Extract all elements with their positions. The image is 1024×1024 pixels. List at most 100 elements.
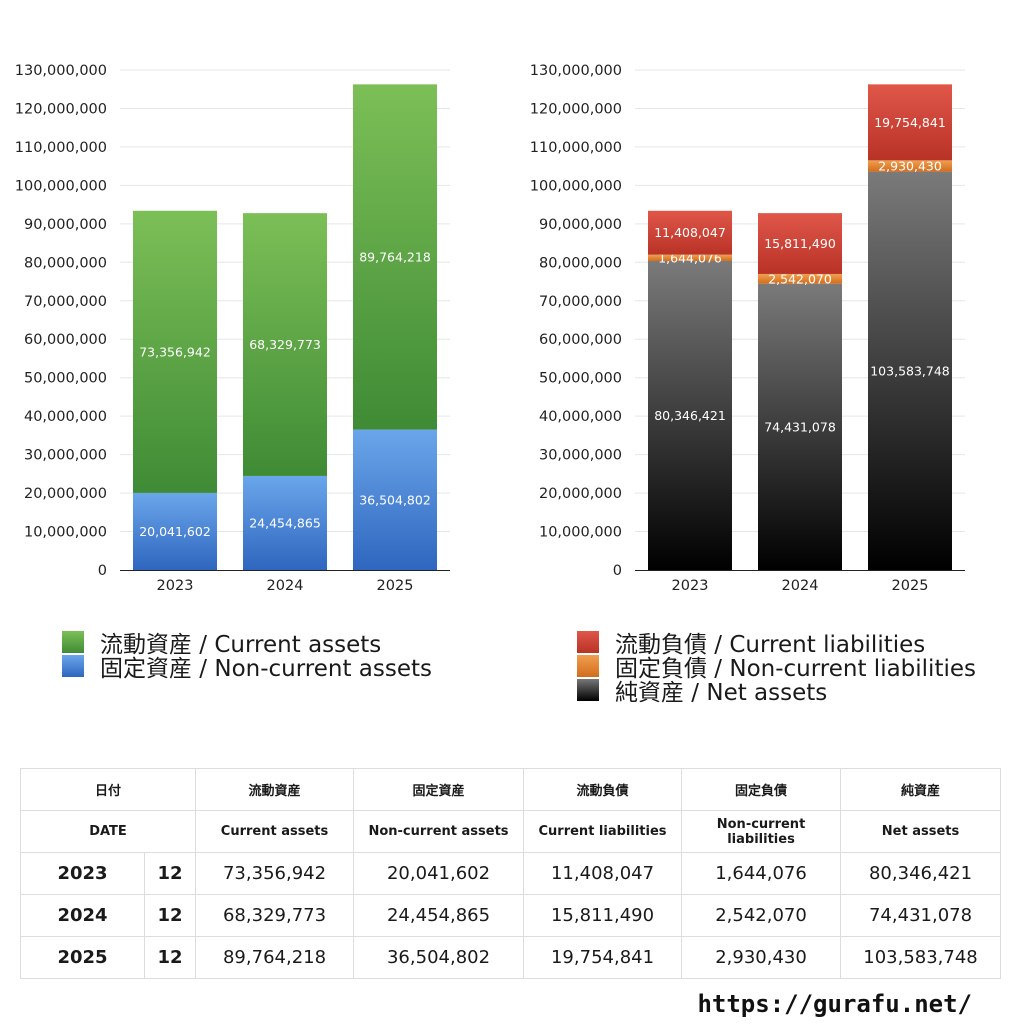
cell-current-liabilities: 19,754,841 xyxy=(523,936,683,979)
header-date-jp: 日付 xyxy=(19,768,197,811)
y-tick-label: 30,000,000 xyxy=(539,448,622,464)
legend-item-current-assets: 流動資産 / Current assets xyxy=(62,630,432,658)
y-tick-label: 20,000,000 xyxy=(539,486,622,502)
legend-item-current-liabilities: 流動負債 / Current liabilities xyxy=(577,630,976,658)
cell-non-current-liabilities: 2,930,430 xyxy=(681,936,842,979)
header-net-assets-jp: 純資産 xyxy=(840,768,1002,811)
cell-net-assets: 103,583,748 xyxy=(840,936,1002,979)
y-tick-label: 60,000,000 xyxy=(539,332,622,348)
x-tick-label: 2023 xyxy=(672,578,709,594)
legend-swatch-current-liabilities xyxy=(577,631,599,653)
right-legend: 流動負債 / Current liabilities 固定負債 / Non-cu… xyxy=(577,630,976,706)
y-tick-label: 80,000,000 xyxy=(539,255,622,271)
data-table: 日付 流動資産 固定資産 流動負債 固定負債 純資産 DATE Current … xyxy=(19,768,1002,979)
data-label: 11,408,047 xyxy=(654,225,726,240)
y-tick-label: 70,000,000 xyxy=(539,294,622,310)
header-non-current-liabilities-jp: 固定負債 xyxy=(681,768,842,811)
bar-segment xyxy=(758,213,842,274)
data-label: 2,542,070 xyxy=(768,271,832,286)
data-label: 15,811,490 xyxy=(764,236,836,251)
cell-current-assets: 73,356,942 xyxy=(195,852,355,895)
cell-current-liabilities: 11,408,047 xyxy=(523,852,683,895)
legend-item-non-current-liabilities: 固定負債 / Non-current liabilities xyxy=(577,654,976,682)
table-row: 2023 12 73,356,942 20,041,602 11,408,047… xyxy=(20,852,1002,895)
row-month: 12 xyxy=(143,852,197,895)
cell-net-assets: 80,346,421 xyxy=(840,852,1002,895)
header-current-assets-en: Current assets xyxy=(195,810,355,853)
header-current-assets-jp: 流動資産 xyxy=(195,768,355,811)
legend-swatch-net-assets xyxy=(577,679,599,701)
legend-swatch-current-assets xyxy=(62,631,84,653)
cell-non-current-assets: 20,041,602 xyxy=(353,852,525,895)
bar-segment xyxy=(648,210,732,255)
legend-swatch-non-current-liabilities xyxy=(577,655,599,677)
legend-label-non-current-liabilities: 固定負債 / Non-current liabilities xyxy=(615,656,976,682)
y-tick-label: 90,000,000 xyxy=(24,217,107,233)
header-non-current-assets-en: Non-current assets xyxy=(353,810,525,853)
data-label: 20,041,602 xyxy=(139,524,211,539)
legend-swatch-non-current-assets xyxy=(62,655,84,677)
charts-canvas: 0 10,000,000 20,000,000 30,000,000 40,000,00… xyxy=(15,63,965,594)
y-tick-label: 120,000,000 xyxy=(530,101,622,117)
x-tick-label: 2024 xyxy=(267,578,304,594)
data-label: 80,346,421 xyxy=(654,408,726,423)
table-header-en: DATE Current assets Non-current assets C… xyxy=(19,810,1002,853)
cell-non-current-assets: 36,504,802 xyxy=(353,936,525,979)
data-label: 73,356,942 xyxy=(139,344,211,359)
bar-segment xyxy=(758,273,842,284)
y-tick-label: 0 xyxy=(613,563,622,579)
data-label: 74,431,078 xyxy=(764,419,836,434)
bar-segment xyxy=(243,475,327,570)
data-label: 19,754,841 xyxy=(874,115,946,130)
y-tick-label: 100,000,000 xyxy=(530,178,622,194)
table-row: 2024 12 68,329,773 24,454,865 15,811,490… xyxy=(20,894,1002,937)
data-label: 36,504,802 xyxy=(359,492,431,507)
legend-label-net-assets: 純資産 / Net assets xyxy=(615,680,828,706)
y-tick-label: 110,000,000 xyxy=(530,140,622,156)
bar-segment xyxy=(133,210,217,493)
liabilities-chart: 0 10,000,000 20,000,000 30,000,000 40,000,00… xyxy=(530,63,965,594)
y-tick-label: 0 xyxy=(98,563,107,579)
cell-non-current-liabilities: 1,644,076 xyxy=(681,852,842,895)
y-tick-label: 70,000,000 xyxy=(24,294,107,310)
legend-label-current-assets: 流動資産 / Current assets xyxy=(100,632,382,658)
data-label: 68,329,773 xyxy=(249,337,321,352)
y-tick-label: 10,000,000 xyxy=(24,525,107,541)
row-year: 2023 xyxy=(20,852,145,895)
assets-chart: 0 10,000,000 20,000,000 30,000,000 40,000,00… xyxy=(15,63,450,594)
bar-segment xyxy=(868,160,952,172)
y-tick-label: 80,000,000 xyxy=(24,255,107,271)
header-current-liabilities-jp: 流動負債 xyxy=(523,768,683,811)
x-tick-label: 2023 xyxy=(157,578,194,594)
header-current-liabilities-en: Current liabilities xyxy=(523,810,683,853)
header-date-en: DATE xyxy=(19,810,197,853)
y-tick-label: 50,000,000 xyxy=(24,371,107,387)
y-tick-label: 120,000,000 xyxy=(15,101,107,117)
header-net-assets-en: Net assets xyxy=(840,810,1002,853)
cell-current-assets: 68,329,773 xyxy=(195,894,355,937)
cell-current-liabilities: 15,811,490 xyxy=(523,894,683,937)
bar-segment xyxy=(868,84,952,161)
bar-segment xyxy=(353,84,437,430)
data-label: 89,764,218 xyxy=(359,249,431,264)
y-tick-label: 40,000,000 xyxy=(539,409,622,425)
data-label: 103,583,748 xyxy=(870,363,950,378)
y-tick-label: 130,000,000 xyxy=(530,63,622,79)
bar-segment xyxy=(353,429,437,570)
x-tick-label: 2025 xyxy=(892,578,929,594)
y-tick-label: 40,000,000 xyxy=(24,409,107,425)
y-tick-label: 50,000,000 xyxy=(539,371,622,387)
cell-non-current-assets: 24,454,865 xyxy=(353,894,525,937)
bar-segment xyxy=(868,171,952,571)
y-tick-label: 110,000,000 xyxy=(15,140,107,156)
y-tick-label: 10,000,000 xyxy=(539,525,622,541)
data-label: 24,454,865 xyxy=(249,515,321,530)
cell-net-assets: 74,431,078 xyxy=(840,894,1002,937)
bar-segment xyxy=(243,213,327,476)
bar-segment xyxy=(648,254,732,261)
y-tick-label: 100,000,000 xyxy=(15,178,107,194)
site-url-footer[interactable]: https://gurafu.net/ xyxy=(697,990,972,1018)
legend-label-current-liabilities: 流動負債 / Current liabilities xyxy=(615,632,926,658)
row-month: 12 xyxy=(143,894,197,937)
y-tick-label: 60,000,000 xyxy=(24,332,107,348)
